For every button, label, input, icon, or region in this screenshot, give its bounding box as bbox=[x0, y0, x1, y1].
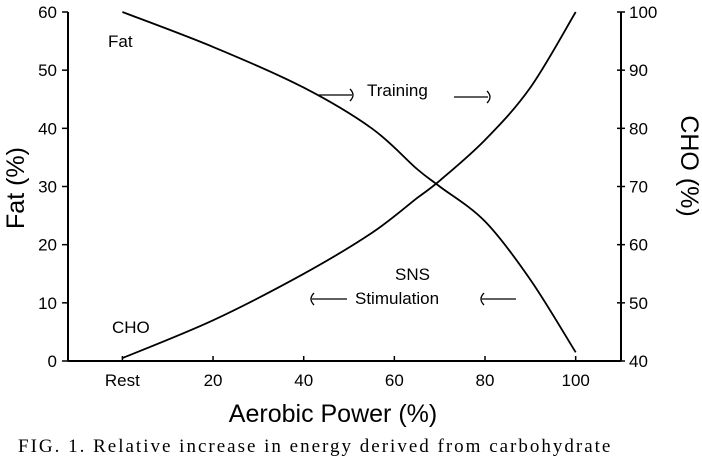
y-axis-left-title: Fat (%) bbox=[2, 147, 30, 229]
x-tick-label: 80 bbox=[476, 371, 495, 390]
series-line-fat bbox=[122, 11, 577, 353]
y-right-tick-label: 80 bbox=[629, 119, 648, 138]
series-line-cho bbox=[122, 11, 577, 359]
chart: Rest 20 40 60 80 100 0 10 20 30 40 50 60 40 50 60 70 80 90… bbox=[2, 3, 702, 428]
y-right-tick-label: 70 bbox=[629, 178, 648, 197]
y-right-tick-label: 50 bbox=[629, 294, 648, 313]
sns-stimulation-annotation: SNS Stimulation bbox=[310, 265, 516, 308]
stimulation-label: Stimulation bbox=[355, 289, 439, 308]
y-right-tick-label: 90 bbox=[629, 61, 648, 80]
training-annotation: Training bbox=[319, 81, 491, 104]
x-tick-label: 60 bbox=[385, 371, 404, 390]
y-right-tick-label: 40 bbox=[629, 352, 648, 371]
x-tick-label: Rest bbox=[105, 371, 140, 390]
y-left-tick-label: 0 bbox=[48, 352, 57, 371]
series-lines bbox=[122, 11, 577, 359]
y-left-tick-label: 10 bbox=[38, 294, 57, 313]
y-right-tick-label: 100 bbox=[629, 3, 657, 22]
axis-ticks: Rest 20 40 60 80 100 0 10 20 30 40 50 60 40 50 60 70 80 90… bbox=[38, 3, 657, 390]
series-label-fat: Fat bbox=[108, 32, 133, 51]
x-tick-label: 20 bbox=[204, 371, 223, 390]
series-label-cho: CHO bbox=[112, 318, 150, 337]
y-left-tick-label: 50 bbox=[38, 61, 57, 80]
y-left-tick-label: 20 bbox=[38, 236, 57, 255]
training-label: Training bbox=[367, 81, 428, 100]
y-axis-right-title: CHO (%) bbox=[675, 115, 702, 216]
x-tick-label: 100 bbox=[561, 371, 589, 390]
y-right-tick-label: 60 bbox=[629, 236, 648, 255]
y-left-tick-label: 40 bbox=[38, 119, 57, 138]
sns-label: SNS bbox=[395, 265, 430, 284]
x-axis-title: Aerobic Power (%) bbox=[229, 400, 437, 428]
figure-caption: FIG. 1. Relative increase in energy deri… bbox=[18, 436, 613, 457]
x-tick-label: 40 bbox=[294, 371, 313, 390]
y-left-tick-label: 60 bbox=[38, 3, 57, 22]
y-left-tick-label: 30 bbox=[38, 178, 57, 197]
